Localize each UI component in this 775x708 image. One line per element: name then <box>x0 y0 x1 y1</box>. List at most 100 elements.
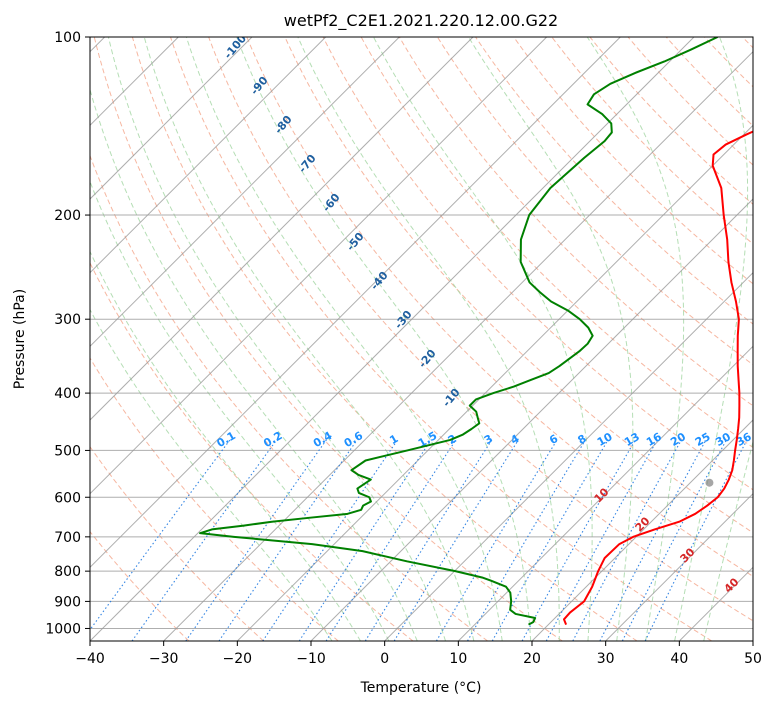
mixing-ratio-label: 10 <box>595 430 615 449</box>
y-axis-label: Pressure (hPa) <box>12 289 28 389</box>
mixing-ratio-label: 6 <box>547 432 560 447</box>
y-tick-label: 900 <box>54 594 81 610</box>
dry-adiabat-line <box>703 37 753 88</box>
mixing-ratio-line <box>644 439 748 641</box>
mixing-ratio-line <box>218 439 358 641</box>
dry-adiabat-line <box>437 37 753 366</box>
dry-adiabat-line <box>90 261 414 641</box>
isotherm-line <box>457 345 753 641</box>
y-tick-label: 800 <box>54 564 81 580</box>
mixing-ratio-line <box>90 439 231 631</box>
mixing-ratio-line <box>393 439 519 641</box>
mixing-ratio-label: 0.1 <box>215 429 238 450</box>
dry-adiabat-label: -20 <box>416 347 439 371</box>
x-tick-label: 50 <box>744 651 762 667</box>
mixing-ratio-line <box>325 439 457 641</box>
mixing-ratio-line <box>435 439 558 641</box>
mixing-ratio-label: 20 <box>668 430 688 449</box>
isotherm-line <box>90 37 400 348</box>
dry-adiabat-line <box>627 37 753 166</box>
mixing-ratio-label: 0.2 <box>261 429 284 450</box>
mixing-ratio-label: 0.6 <box>342 429 366 450</box>
y-tick-label: 100 <box>54 30 81 46</box>
mixing-ratio-line <box>131 439 278 641</box>
dry-adiabat-line <box>398 37 753 407</box>
dewpoint-profile-line <box>199 37 718 626</box>
moist-adiabat-line <box>373 37 593 641</box>
dry-adiabat-label: -50 <box>344 230 367 254</box>
mixing-ratio-line <box>185 439 327 641</box>
isotherm-line <box>90 37 253 200</box>
moist-adiabat-label: 30 <box>678 545 698 565</box>
dry-adiabat-line <box>90 357 339 641</box>
dry-adiabat-line <box>513 37 753 285</box>
x-tick-label: 40 <box>670 651 688 667</box>
moist-adiabat-line <box>107 37 447 641</box>
y-tick-label: 500 <box>54 443 81 459</box>
moist-adiabat-line <box>236 37 532 641</box>
moist-adiabat-line <box>674 37 749 641</box>
moist-adiabat-line <box>297 37 560 641</box>
moist-adiabat-line <box>143 37 475 641</box>
x-tick-label: 30 <box>597 651 615 667</box>
moist-adiabat-line <box>90 250 361 641</box>
isotherm-line <box>90 37 474 421</box>
dry-adiabat-line <box>90 445 264 641</box>
mixing-ratio-label: 16 <box>644 430 664 449</box>
mixing-ratio-label: 3 <box>482 432 495 447</box>
plot-area: 0.1 0.2 0.4 0.6 1 1.5 2 3 4 6 8 10 13 16 20 25 30 36-100-… <box>90 37 754 641</box>
isotherm-line <box>90 37 327 274</box>
dry-adiabat-label: -30 <box>392 308 415 332</box>
mixing-ratio-line <box>491 439 609 641</box>
mixing-ratio-label: 4 <box>508 432 521 447</box>
dry-adiabat-line <box>131 37 638 641</box>
dry-adiabat-label: -90 <box>248 74 271 98</box>
moist-adiabat-line <box>90 308 333 641</box>
dry-adiabat-label: -70 <box>296 152 319 176</box>
dry-adiabat-line <box>208 37 753 622</box>
isotherm-line <box>310 198 753 641</box>
dry-adiabat-line <box>589 37 753 205</box>
x-tick-label: −10 <box>296 651 326 667</box>
dry-adiabat-line <box>742 37 753 49</box>
dry-adiabat-label: -10 <box>440 386 463 410</box>
isotherm-line <box>90 37 621 569</box>
x-tick-label: 0 <box>380 651 389 667</box>
isotherm-line <box>163 50 753 641</box>
isotherm-line <box>90 37 548 495</box>
x-tick-label: 10 <box>449 651 467 667</box>
y-tick-label: 700 <box>54 530 81 546</box>
x-axis: −40 −30 −20 −10 0 10 20 30 40 50 <box>75 641 762 667</box>
dry-adiabat-line <box>322 37 753 491</box>
dry-adiabat-line <box>93 37 563 641</box>
moist-adiabat-line <box>90 180 390 641</box>
mixing-ratio-line <box>545 439 658 641</box>
x-axis-label: Temperature (°C) <box>360 680 482 696</box>
moist-adiabat-label: 40 <box>722 575 742 595</box>
dry-adiabat-line <box>360 37 753 449</box>
y-tick-label: 200 <box>54 208 81 224</box>
mixing-ratio-line <box>599 439 707 641</box>
y-axis: 100 200 300 400 500 600 700 800 900 1000 <box>45 30 90 637</box>
dry-adiabat-line <box>246 37 753 577</box>
moist-adiabat-line <box>468 37 634 641</box>
mixing-ratio-label: 36 <box>734 430 754 449</box>
isotherm-line <box>384 271 753 641</box>
dry-adiabat-line <box>284 37 753 534</box>
y-tick-label: 300 <box>54 312 81 328</box>
mixing-ratio-label: 13 <box>622 430 642 449</box>
moist-adiabat-line <box>90 87 418 641</box>
dry-adiabat-line <box>475 37 753 325</box>
dry-adiabat-label: -80 <box>272 113 295 137</box>
plot-frame <box>89 36 754 642</box>
y-tick-label: 600 <box>54 490 81 506</box>
isotherm-line <box>752 640 753 641</box>
dry-adiabat-label: -40 <box>368 269 391 293</box>
mixing-ratio-line <box>621 439 727 641</box>
chart-title: wetPf2_C2E1.2021.220.12.00.G22 <box>284 11 558 31</box>
x-tick-label: −20 <box>223 651 253 667</box>
mixing-ratio-line <box>262 439 399 641</box>
moist-adiabat-line <box>703 439 753 641</box>
mixing-ratio-line <box>364 439 493 641</box>
